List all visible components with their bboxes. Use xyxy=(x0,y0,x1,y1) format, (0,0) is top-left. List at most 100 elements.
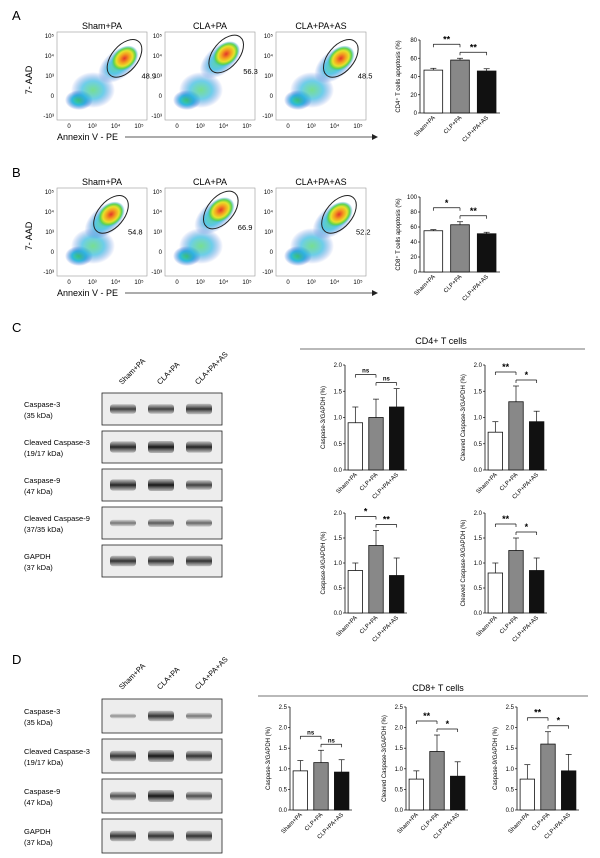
y-tick-label: 1.5 xyxy=(506,746,515,752)
y-tick-label: 0.5 xyxy=(279,787,288,793)
blot-band xyxy=(148,750,174,762)
y-tick-label: 1.5 xyxy=(474,536,483,542)
blot-protein-name: Caspase-9 xyxy=(24,476,60,485)
flow-y-tick: 0 xyxy=(270,250,274,256)
y-tick-label: 0.5 xyxy=(474,586,483,592)
flow-dot-cluster xyxy=(179,72,223,108)
x-tick-label: Sham+PA xyxy=(281,812,304,835)
flow-row-b: 7- AAD Sham+PA 54.8 10⁵ 10⁴ 10³ 0 -10³ 0 10³ 10⁴ 10… xyxy=(24,177,378,298)
flow-dot-hotspot xyxy=(111,45,138,72)
blot-band xyxy=(148,710,174,722)
flow-y-tick: 0 xyxy=(51,94,55,100)
flow-dot-hotspot xyxy=(325,201,353,228)
flow-x-tick: 10³ xyxy=(88,280,97,286)
flow-x-tick: 10⁴ xyxy=(219,279,229,286)
flow-xlabel: Annexin V - PE xyxy=(57,132,118,142)
y-tick-label: 2.5 xyxy=(395,705,404,711)
bar xyxy=(389,406,405,471)
sig-label: ns xyxy=(328,738,336,744)
y-tick-label: 1.5 xyxy=(474,389,483,395)
y-tick-label: 0 xyxy=(414,111,418,117)
flow-xlabel: Annexin V - PE xyxy=(57,288,118,298)
flow-x-tick: 0 xyxy=(175,124,179,130)
blot-band xyxy=(148,441,174,453)
bar xyxy=(529,570,545,614)
bar xyxy=(429,751,445,811)
flow-row-a: 7- AAD Sham+PA 48.9 10⁵ 10⁴ 10³ 0 -10³ 0 10³ 10⁴ 10… xyxy=(24,21,378,142)
flow-dot-hotspot xyxy=(207,197,235,223)
flow-y-tick: -10³ xyxy=(262,114,273,120)
y-axis-label: Cleaved Caspase-3/GAPDH (%) xyxy=(461,374,467,461)
x-tick-label: CLP+PA+AS xyxy=(462,115,490,143)
y-tick-label: 0.0 xyxy=(474,468,483,474)
sig-label: ** xyxy=(443,34,451,44)
flow-x-tick: 0 xyxy=(286,124,290,130)
flow-gate-percent: 48.5 xyxy=(358,71,373,80)
y-axis-label: CD8⁺ T cells apoptosis (%) xyxy=(395,198,402,270)
y-tick-label: 0.0 xyxy=(506,808,515,814)
x-tick-label: CLP+PA xyxy=(531,812,551,832)
y-tick-label: 1.5 xyxy=(395,746,404,752)
blot-band xyxy=(186,750,212,762)
flow-y-tick: 10⁴ xyxy=(153,53,163,60)
blot-band xyxy=(110,750,136,762)
blot-protein-kda: (37 kDa) xyxy=(24,563,53,572)
y-tick-label: 1.5 xyxy=(279,746,288,752)
sig-label: ns xyxy=(307,730,315,736)
y-tick-label: 80 xyxy=(410,38,417,44)
flow-dot-hotspot xyxy=(97,201,125,228)
flow-y-tick: -10³ xyxy=(262,270,273,276)
flow-gate-percent: 52.2 xyxy=(356,227,371,236)
flow-dot-hotspot xyxy=(327,45,355,72)
y-axis-label: Cleaved Caspase-9/GAPDH (%) xyxy=(461,520,467,607)
blot-band xyxy=(110,830,136,842)
flow-x-tick: 0 xyxy=(175,280,179,286)
bar xyxy=(476,233,497,273)
flow-gate xyxy=(321,195,357,234)
y-tick-label: 2.5 xyxy=(279,705,288,711)
sig-label: * xyxy=(525,370,529,380)
blot-protein-name: Caspase-3 xyxy=(24,400,60,409)
bar xyxy=(508,401,524,471)
flow-x-tick: 0 xyxy=(286,280,290,286)
sig-label: * xyxy=(445,198,449,208)
blot-band xyxy=(186,480,212,490)
flow-y-tick: 10³ xyxy=(264,74,273,80)
y-tick-label: 80 xyxy=(410,210,417,216)
x-tick-label: CLP+PA xyxy=(443,115,463,135)
flow-x-tick: 10³ xyxy=(88,124,97,130)
blot-band xyxy=(148,830,174,842)
flow-dot-cluster xyxy=(179,228,223,264)
y-tick-label: 1.0 xyxy=(395,767,404,773)
flow-x-tick: 10⁵ xyxy=(242,123,252,130)
x-tick-label: CLP+PA xyxy=(443,274,463,294)
blot-protein-name: Cleaved Caspase-3 xyxy=(24,747,90,756)
bar xyxy=(334,771,350,811)
blot-lane-label: Sham+PA xyxy=(117,356,147,386)
sig-label: ** xyxy=(423,711,431,721)
y-tick-label: 0.0 xyxy=(395,808,404,814)
flow-y-tick: 10⁴ xyxy=(45,209,55,216)
blot-band xyxy=(148,404,174,414)
y-tick-label: 0.5 xyxy=(334,442,343,448)
cd8-header: CD8+ T cells xyxy=(412,683,464,693)
blot-protein-kda: (37 kDa) xyxy=(24,838,53,847)
bar-charts: 0 20 40 60 80 CD4⁺ T cells apoptosis (%) Sham+… xyxy=(266,34,579,841)
bar xyxy=(423,230,444,273)
x-tick-label: CLP+PA xyxy=(359,615,379,635)
flow-plot-title: CLA+PA xyxy=(193,21,227,31)
sig-label: ** xyxy=(383,515,391,525)
x-tick-label: Sham+PA xyxy=(414,115,437,138)
flow-y-tick: 10⁵ xyxy=(153,189,163,196)
western-blot-d: Sham+PA CLA+PA CLA+PA+AS Caspase-3 (35 kDa) C… xyxy=(24,655,230,854)
blot-band xyxy=(148,790,174,802)
y-tick-label: 1.0 xyxy=(334,561,343,567)
flow-x-tick: 10³ xyxy=(196,280,205,286)
bar-chart-a: 0 20 40 60 80 CD4⁺ T cells apoptosis (%) Sham+… xyxy=(395,34,500,144)
blot-band xyxy=(110,791,136,801)
sig-label: * xyxy=(364,507,368,517)
y-tick-label: 1.0 xyxy=(334,416,343,422)
y-tick-label: 20 xyxy=(410,255,417,261)
y-tick-label: 40 xyxy=(410,240,417,246)
y-tick-label: 20 xyxy=(410,93,417,99)
